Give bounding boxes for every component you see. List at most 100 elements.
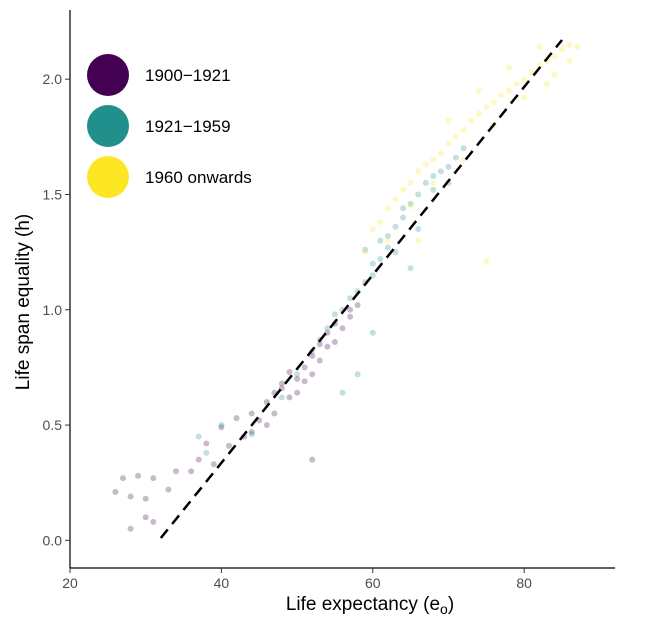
- data-point-series-1: [142, 495, 149, 502]
- data-point-series-2: [445, 163, 452, 170]
- data-point-series-1: [135, 472, 142, 479]
- data-point-series-2: [294, 371, 301, 378]
- data-point-series-1: [127, 493, 134, 500]
- data-point-series-3: [483, 103, 490, 110]
- data-point-series-2: [422, 179, 429, 186]
- data-point-series-3: [475, 87, 482, 94]
- x-tick-label: 40: [214, 575, 230, 591]
- data-point-series-2: [278, 394, 285, 401]
- data-point-series-2: [347, 295, 354, 302]
- data-point-series-2: [384, 233, 391, 239]
- data-point-series-3: [460, 126, 467, 133]
- data-point-series-1: [309, 456, 316, 463]
- data-point-series-2: [400, 205, 407, 212]
- y-tick-label: 0.5: [43, 417, 63, 433]
- data-point-series-2: [384, 244, 391, 251]
- data-point-series-2: [339, 389, 346, 396]
- legend-swatch: [87, 156, 129, 198]
- data-point-series-2: [415, 191, 422, 198]
- data-point-series-3: [392, 196, 399, 203]
- data-point-series-1: [339, 325, 346, 332]
- data-point-series-3: [407, 203, 414, 209]
- data-point-series-1: [142, 514, 149, 521]
- data-point-series-3: [521, 94, 528, 101]
- data-point-series-1: [263, 422, 270, 428]
- data-point-series-3: [430, 179, 437, 186]
- data-point-series-1: [120, 475, 126, 482]
- data-point-series-2: [362, 246, 369, 253]
- reference-line: [159, 39, 563, 539]
- data-point-series-3: [362, 249, 369, 256]
- legend-swatch: [87, 105, 129, 147]
- x-axis-title: Life expectancy (eo): [286, 594, 454, 617]
- data-point-series-1: [309, 371, 316, 378]
- data-point-series-2: [415, 226, 422, 232]
- data-point-series-2: [460, 145, 467, 152]
- data-point-series-1: [316, 341, 323, 348]
- legend-label: 1921−1959: [145, 117, 231, 136]
- data-point-series-2: [218, 422, 225, 428]
- data-point-series-2: [203, 449, 210, 456]
- data-point-series-1: [150, 475, 157, 482]
- data-point-series-3: [468, 117, 475, 124]
- data-point-series-2: [430, 186, 437, 193]
- x-tick-label: 80: [516, 575, 532, 591]
- y-tick-label: 2.0: [43, 71, 63, 87]
- data-point-series-3: [430, 156, 437, 163]
- data-point-series-2: [377, 256, 384, 262]
- data-point-series-3: [422, 161, 429, 168]
- data-point-series-1: [210, 461, 217, 468]
- y-tick-label: 1.0: [43, 302, 63, 318]
- data-point-series-2: [437, 168, 444, 175]
- data-point-series-2: [400, 214, 407, 221]
- data-point-series-3: [453, 133, 459, 140]
- data-point-series-3: [513, 80, 520, 87]
- data-point-series-3: [445, 117, 452, 124]
- data-point-series-1: [218, 424, 225, 431]
- data-point-series-1: [301, 378, 308, 385]
- data-point-series-2: [453, 154, 459, 161]
- data-point-series-3: [415, 168, 422, 175]
- data-point-series-2: [377, 237, 384, 244]
- data-point-series-1: [165, 486, 172, 493]
- data-point-series-1: [354, 302, 361, 309]
- legend-label: 1960 onwards: [145, 168, 252, 187]
- points-layer: [112, 41, 581, 532]
- data-point-series-3: [377, 219, 384, 226]
- legend: 1900−1921 1921−1959 1960 onwards: [87, 54, 252, 198]
- data-point-series-2: [392, 249, 399, 256]
- data-point-series-3: [384, 237, 391, 244]
- data-point-series-2: [354, 371, 361, 378]
- data-point-series-1: [248, 410, 255, 417]
- data-point-series-3: [407, 179, 414, 186]
- data-point-series-1: [294, 375, 301, 382]
- data-point-series-1: [233, 415, 240, 422]
- data-point-series-1: [286, 369, 293, 375]
- data-point-series-1: [286, 394, 293, 401]
- data-point-series-3: [415, 237, 422, 244]
- data-point-series-1: [294, 389, 301, 396]
- data-point-series-3: [566, 57, 573, 64]
- legend-swatch: [87, 54, 129, 96]
- data-point-series-1: [150, 518, 157, 525]
- data-point-series-3: [536, 62, 543, 69]
- legend-label: 1900−1921: [145, 66, 231, 85]
- data-point-series-1: [331, 339, 338, 345]
- data-point-series-1: [347, 313, 354, 320]
- x-tick-label: 60: [365, 575, 381, 591]
- data-point-series-3: [384, 205, 391, 212]
- data-point-series-3: [445, 140, 452, 147]
- data-point-series-3: [490, 99, 497, 106]
- data-point-series-1: [248, 429, 255, 435]
- data-point-series-3: [506, 87, 512, 94]
- data-point-series-3: [400, 186, 407, 193]
- data-point-series-1: [278, 380, 285, 387]
- x-tick-label: 20: [62, 575, 78, 591]
- data-point-series-1: [347, 306, 354, 313]
- data-point-series-2: [369, 260, 376, 267]
- data-point-series-2: [369, 329, 376, 336]
- y-axis-title: Life span equality (h): [13, 214, 34, 390]
- data-point-series-3: [437, 150, 444, 156]
- data-point-series-3: [475, 110, 482, 117]
- data-point-series-3: [551, 71, 558, 78]
